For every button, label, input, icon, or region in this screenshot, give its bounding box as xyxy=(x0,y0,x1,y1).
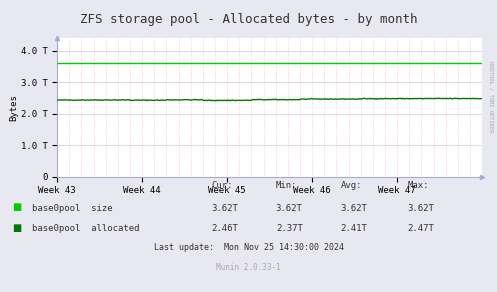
Text: 3.62T: 3.62T xyxy=(211,204,238,213)
Text: 3.62T: 3.62T xyxy=(340,204,367,213)
Text: Min:: Min: xyxy=(276,181,297,190)
Text: 2.41T: 2.41T xyxy=(340,224,367,233)
Text: Munin 2.0.33-1: Munin 2.0.33-1 xyxy=(216,263,281,272)
Text: ■: ■ xyxy=(12,202,22,212)
Text: Cur:: Cur: xyxy=(211,181,233,190)
Text: base0pool  allocated: base0pool allocated xyxy=(32,224,140,233)
Text: 2.37T: 2.37T xyxy=(276,224,303,233)
Text: Max:: Max: xyxy=(408,181,429,190)
Text: 3.62T: 3.62T xyxy=(276,204,303,213)
Text: Last update:  Mon Nov 25 14:30:00 2024: Last update: Mon Nov 25 14:30:00 2024 xyxy=(154,243,343,252)
Y-axis label: Bytes: Bytes xyxy=(9,94,18,121)
Text: Avg:: Avg: xyxy=(340,181,362,190)
Text: ■: ■ xyxy=(12,223,22,233)
Text: 2.46T: 2.46T xyxy=(211,224,238,233)
Text: ZFS storage pool - Allocated bytes - by month: ZFS storage pool - Allocated bytes - by … xyxy=(80,13,417,26)
Text: 2.47T: 2.47T xyxy=(408,224,434,233)
Text: 3.62T: 3.62T xyxy=(408,204,434,213)
Text: RRDTOOL / TOBI OETIKER: RRDTOOL / TOBI OETIKER xyxy=(489,61,494,132)
Text: base0pool  size: base0pool size xyxy=(32,204,113,213)
